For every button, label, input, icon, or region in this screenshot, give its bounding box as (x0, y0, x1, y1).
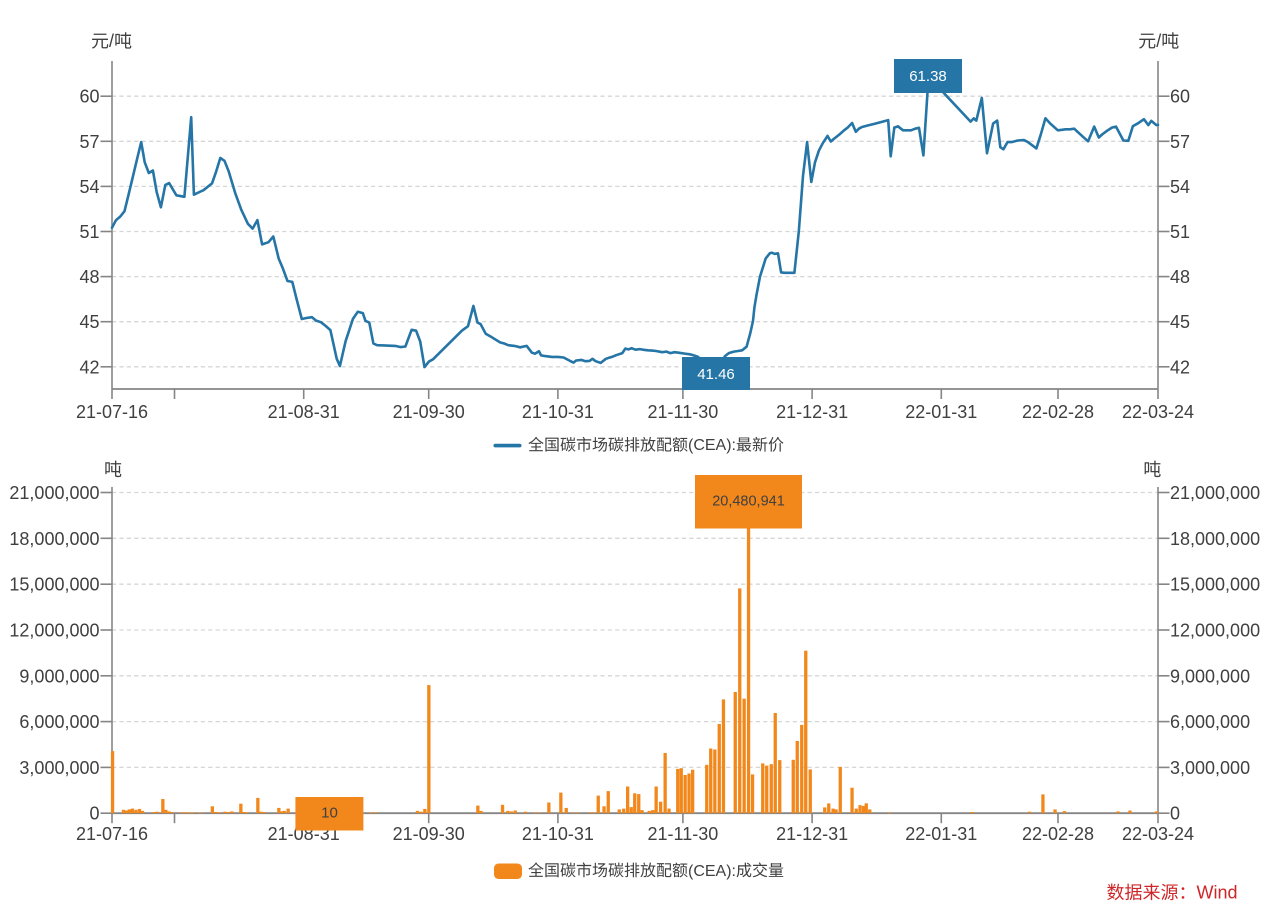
svg-text:60: 60 (79, 87, 99, 107)
svg-text:21-10-31: 21-10-31 (522, 402, 594, 422)
svg-text:21-09-30: 21-09-30 (393, 402, 465, 422)
svg-text:15,000,000: 15,000,000 (1170, 575, 1260, 595)
svg-text:21-12-31: 21-12-31 (776, 402, 848, 422)
svg-text:21-07-16: 21-07-16 (76, 402, 148, 422)
svg-text:60: 60 (1170, 87, 1190, 107)
svg-text:21-07-16: 21-07-16 (76, 824, 148, 844)
svg-text:(CEA):: (CEA): (688, 863, 736, 880)
svg-text:9,000,000: 9,000,000 (1170, 666, 1250, 686)
svg-text:9,000,000: 9,000,000 (19, 666, 99, 686)
svg-text:/: / (109, 31, 114, 51)
svg-text:20,480,941: 20,480,941 (712, 494, 785, 510)
svg-text:51: 51 (79, 222, 99, 242)
svg-text:0: 0 (1170, 804, 1180, 824)
svg-text:/: / (1156, 31, 1161, 51)
svg-text:45: 45 (79, 312, 99, 332)
svg-text:22-03-24: 22-03-24 (1122, 402, 1194, 422)
svg-text:57: 57 (79, 132, 99, 152)
svg-text:12,000,000: 12,000,000 (1170, 621, 1260, 641)
svg-text:22-01-31: 22-01-31 (905, 824, 977, 844)
svg-text:22-01-31: 22-01-31 (905, 402, 977, 422)
svg-text:22-03-24: 22-03-24 (1122, 824, 1194, 844)
svg-text:21-11-30: 21-11-30 (648, 402, 719, 422)
svg-text:21,000,000: 21,000,000 (1170, 483, 1260, 503)
svg-text:12,000,000: 12,000,000 (9, 621, 99, 641)
svg-text:61.38: 61.38 (909, 68, 947, 85)
svg-text:21-09-30: 21-09-30 (393, 824, 465, 844)
svg-text:21,000,000: 21,000,000 (9, 483, 99, 503)
svg-text:0: 0 (89, 804, 99, 824)
svg-text:41.46: 41.46 (697, 366, 735, 383)
svg-text:10: 10 (321, 805, 338, 822)
svg-text:57: 57 (1170, 132, 1190, 152)
svg-text:15,000,000: 15,000,000 (9, 575, 99, 595)
svg-text:3,000,000: 3,000,000 (19, 758, 99, 778)
svg-text:6,000,000: 6,000,000 (1170, 712, 1250, 732)
svg-text:42: 42 (79, 357, 99, 377)
svg-text:(CEA):: (CEA): (688, 437, 736, 454)
svg-text:42: 42 (1170, 357, 1190, 377)
svg-text:45: 45 (1170, 312, 1190, 332)
svg-text:6,000,000: 6,000,000 (19, 712, 99, 732)
svg-text:54: 54 (1170, 177, 1190, 197)
svg-text:48: 48 (79, 267, 99, 287)
svg-text:21-11-30: 21-11-30 (648, 824, 719, 844)
svg-text:54: 54 (79, 177, 99, 197)
svg-text:21-12-31: 21-12-31 (776, 824, 848, 844)
svg-text:21-10-31: 21-10-31 (522, 824, 594, 844)
svg-text:3,000,000: 3,000,000 (1170, 758, 1250, 778)
svg-text:18,000,000: 18,000,000 (9, 529, 99, 549)
svg-text:51: 51 (1170, 222, 1190, 242)
svg-text:48: 48 (1170, 267, 1190, 287)
svg-text:21-08-31: 21-08-31 (268, 402, 340, 422)
svg-text:18,000,000: 18,000,000 (1170, 529, 1260, 549)
svg-text:22-02-28: 22-02-28 (1022, 402, 1094, 422)
svg-text:22-02-28: 22-02-28 (1022, 824, 1094, 844)
svg-text:Wind: Wind (1197, 883, 1238, 903)
